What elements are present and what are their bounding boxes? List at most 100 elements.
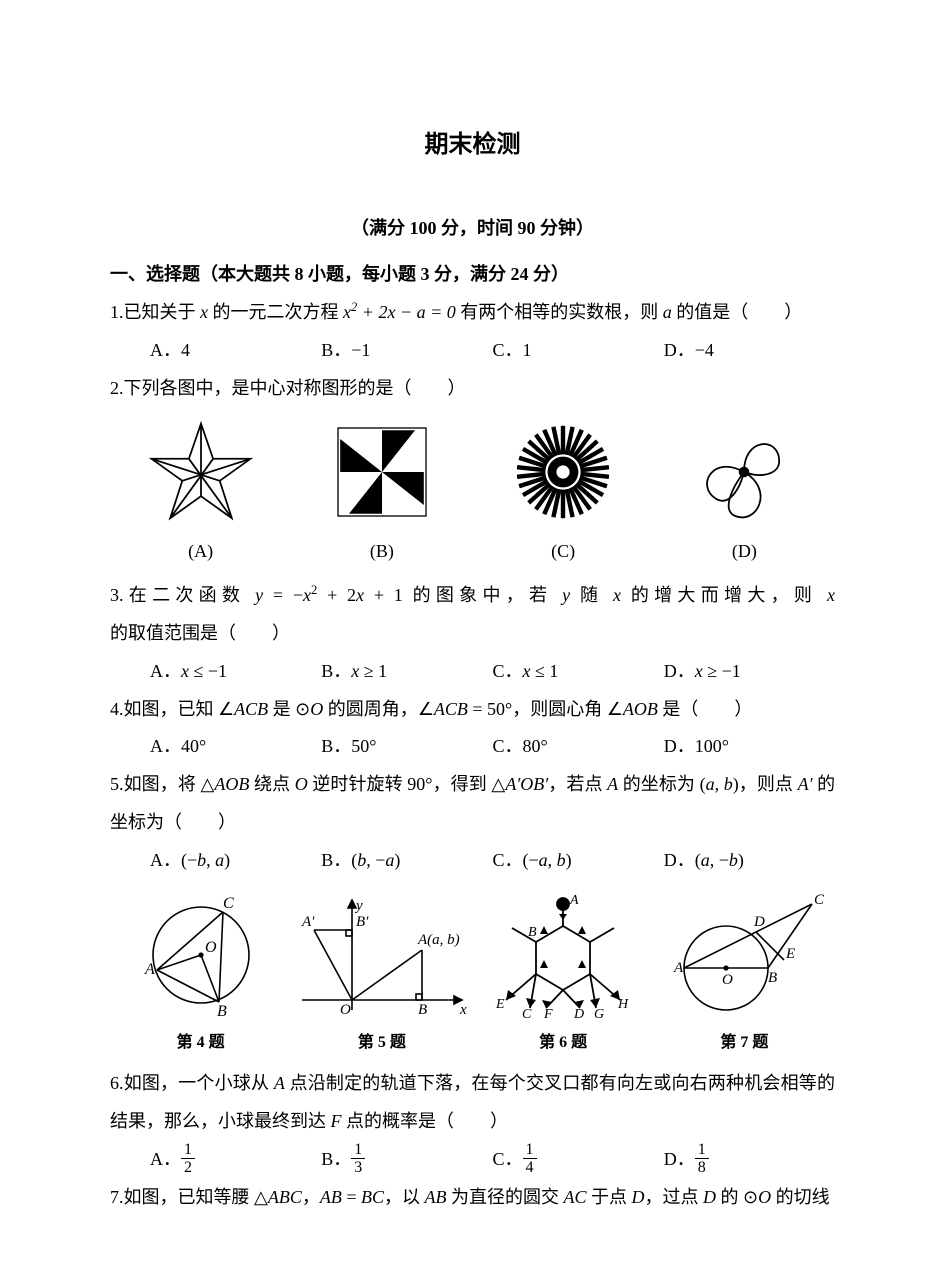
svg-text:B: B <box>528 925 537 940</box>
q4-optD: D．100° <box>664 728 835 766</box>
q4-optC: C．80° <box>493 728 664 766</box>
section-1-head: 一、选择题（本大题共 8 小题，每小题 3 分，满分 24 分） <box>110 256 835 294</box>
q2-figC: (C) <box>473 417 654 571</box>
q6-optA: A．12 <box>150 1141 321 1179</box>
fig4-icon: A C B O <box>131 890 271 1020</box>
fig7-icon: A B C D E O <box>664 890 824 1020</box>
q3-mid: 的图象中，若 <box>403 585 562 605</box>
svg-text:A: A <box>144 961 155 978</box>
svg-text:C: C <box>814 892 824 908</box>
svg-text:B: B <box>418 1002 427 1018</box>
q3-tail: 的取值范围是（ ） <box>110 623 290 643</box>
q3-optD: D．x ≥ −1 <box>664 653 835 691</box>
fig6: A E C F D G H B 第 6 题 <box>473 890 654 1060</box>
q1-optB: B．−1 <box>321 332 492 370</box>
fan-icon <box>689 417 799 527</box>
fig5-label: 第 5 题 <box>291 1026 472 1060</box>
page: 期末检测 （满分 100 分，时间 90 分钟） 一、选择题（本大题共 8 小题… <box>0 0 945 1257</box>
q5-options: A．(−b, a) B．(b, −a) C．(−a, b) D．(a, −b) <box>110 842 835 880</box>
q2-figures: (A) (B) <box>110 417 835 571</box>
q1-tail: 的值是（ ） <box>672 302 803 322</box>
q2-labelD: (D) <box>654 533 835 571</box>
q2-figD: (D) <box>654 417 835 571</box>
svg-text:A: A <box>673 960 684 976</box>
svg-text:H: H <box>617 997 629 1012</box>
q6-optC: C．14 <box>493 1141 664 1179</box>
fig7: A B C D E O 第 7 题 <box>654 890 835 1060</box>
fig4-label: 第 4 题 <box>110 1026 291 1060</box>
q7: 7.如图，已知等腰 △ABC，AB = BC，以 AB 为直径的圆交 AC 于点… <box>110 1179 835 1217</box>
q1-optD: D．−4 <box>664 332 835 370</box>
q2-figB: (B) <box>291 417 472 571</box>
q5-optC: C．(−a, b) <box>493 842 664 880</box>
star-icon <box>146 417 256 527</box>
q2-labelA: (A) <box>110 533 291 571</box>
q6-optD: D．18 <box>664 1141 835 1179</box>
svg-text:D: D <box>753 914 765 930</box>
fig4: A C B O 第 4 题 <box>110 890 291 1060</box>
svg-text:F: F <box>543 1007 553 1020</box>
svg-text:O: O <box>205 939 217 956</box>
svg-text:B′: B′ <box>356 914 369 930</box>
svg-text:G: G <box>594 1007 604 1020</box>
q5: 5.如图，将 △AOB 绕点 O 逆时针旋转 90°，得到 △A′OB′，若点 … <box>110 766 835 842</box>
q3-options: A．x ≤ −1 B．x ≥ 1 C．x ≤ 1 D．x ≥ −1 <box>110 653 835 691</box>
fig6-icon: A E C F D G H B <box>488 890 638 1020</box>
svg-text:C: C <box>223 895 234 912</box>
svg-text:D: D <box>573 1007 584 1020</box>
q1-a: a <box>663 302 672 322</box>
q1-text: 1.已知关于 <box>110 302 200 322</box>
q3-optC: C．x ≤ 1 <box>493 653 664 691</box>
figures-4-7: A C B O 第 4 题 <box>110 890 835 1060</box>
svg-text:A′: A′ <box>301 914 315 930</box>
q1-eq: x2 + 2x − a = 0 <box>343 302 456 322</box>
page-title: 期末检测 <box>110 120 835 170</box>
fig5: y x O B A(a, b) A′ B′ 第 5 题 <box>291 890 472 1060</box>
q3-pre: 3.在二次函数 <box>110 585 255 605</box>
fig5-icon: y x O B A(a, b) A′ B′ <box>292 890 472 1020</box>
svg-text:C: C <box>522 1007 532 1020</box>
rosette-icon <box>508 417 618 527</box>
windmill-icon <box>327 417 437 527</box>
q1-options: A．4 B．−1 C．1 D．−4 <box>110 332 835 370</box>
q3-x2: x <box>827 585 835 605</box>
q4-optA: A．40° <box>150 728 321 766</box>
q3-optA: A．x ≤ −1 <box>150 653 321 691</box>
q3-post: 的增大而增大，则 <box>621 585 827 605</box>
q1-optC: C．1 <box>493 332 664 370</box>
fig6-label: 第 6 题 <box>473 1026 654 1060</box>
svg-text:B: B <box>768 970 777 986</box>
q1-optA: A．4 <box>150 332 321 370</box>
svg-text:O: O <box>722 972 733 988</box>
q4-optB: B．50° <box>321 728 492 766</box>
q5-optD: D．(a, −b) <box>664 842 835 880</box>
q4-options: A．40° B．50° C．80° D．100° <box>110 728 835 766</box>
q6-options: A．12 B．13 C．14 D．18 <box>110 1141 835 1179</box>
svg-text:x: x <box>459 1002 467 1018</box>
svg-text:A: A <box>569 893 579 908</box>
svg-text:E: E <box>495 997 505 1012</box>
q5-optA: A．(−b, a) <box>150 842 321 880</box>
q3-y: y <box>562 585 570 605</box>
q1-x: x <box>200 302 208 322</box>
q2: 2.下列各图中，是中心对称图形的是（ ） <box>110 370 835 408</box>
q1: 1.已知关于 x 的一元二次方程 x2 + 2x − a = 0 有两个相等的实… <box>110 294 835 332</box>
q2-labelB: (B) <box>291 533 472 571</box>
q1-post: 有两个相等的实数根，则 <box>456 302 663 322</box>
q3-x: x <box>613 585 621 605</box>
q1-mid: 的一元二次方程 <box>208 302 343 322</box>
svg-text:E: E <box>785 946 795 962</box>
q6-optB: B．13 <box>321 1141 492 1179</box>
svg-text:B: B <box>217 1003 227 1020</box>
svg-text:A(a, b): A(a, b) <box>417 932 460 948</box>
fig7-label: 第 7 题 <box>654 1026 835 1060</box>
q5-optB: B．(b, −a) <box>321 842 492 880</box>
q3-optB: B．x ≥ 1 <box>321 653 492 691</box>
svg-text:O: O <box>340 1002 351 1018</box>
q3: 3.在二次函数 y = −x2 + 2x + 1 的图象中，若 y 随 x 的增… <box>110 577 835 653</box>
q3-with: 随 <box>570 585 613 605</box>
q4: 4.如图，已知 ∠ACB 是 ⊙O 的圆周角，∠ACB = 50°，则圆心角 ∠… <box>110 691 835 729</box>
q3-eq: y = −x2 + 2x + 1 <box>255 585 403 605</box>
q2-figA: (A) <box>110 417 291 571</box>
svg-text:y: y <box>354 898 363 914</box>
